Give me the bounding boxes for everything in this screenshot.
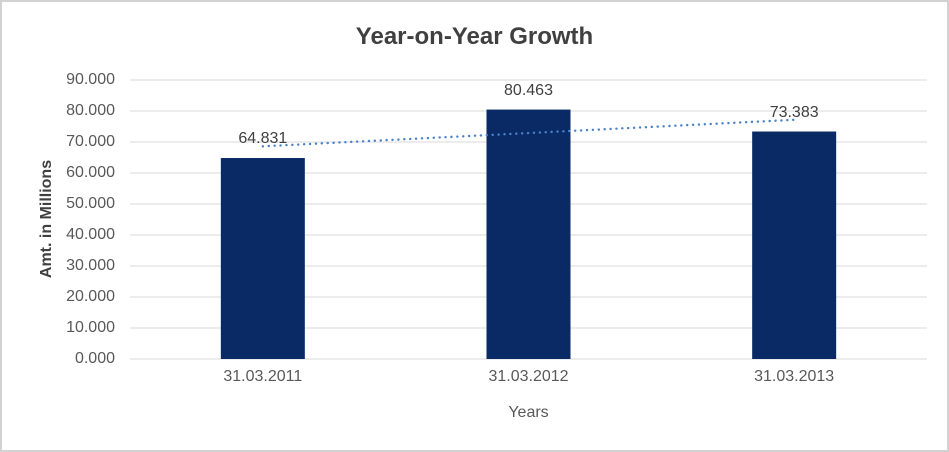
x-axis-title: Years [508, 404, 549, 421]
y-tick-label: 70.000 [66, 133, 115, 150]
data-label: 80.463 [504, 81, 553, 99]
trendline [261, 118, 796, 148]
x-tick-label: 31.03.2012 [488, 368, 569, 385]
y-tick-label: 10.000 [66, 319, 115, 336]
bar-31.03.2013 [752, 131, 837, 359]
y-tick-label: 40.000 [66, 226, 115, 243]
y-tick-label: 20.000 [66, 288, 115, 305]
y-tick-label: 80.000 [66, 102, 115, 119]
y-tick-label: 0.000 [74, 350, 115, 367]
y-tick-label: 60.000 [66, 164, 115, 181]
data-label: 73.383 [769, 103, 819, 121]
y-tick-label: 30.000 [66, 257, 115, 274]
x-tick-label: 31.03.2013 [754, 368, 835, 385]
x-tick-label: 31.03.2011 [223, 368, 303, 385]
chart-title: Year-on-Year Growth [355, 23, 594, 50]
y-tick-label: 50.000 [66, 195, 115, 212]
y-tick-label: 90.000 [66, 71, 115, 88]
data-label: 64.831 [238, 130, 288, 148]
bar-31.03.2012 [486, 109, 571, 359]
y-axis-title: Amt. in Millions [38, 159, 55, 279]
bar-31.03.2011 [220, 158, 305, 359]
